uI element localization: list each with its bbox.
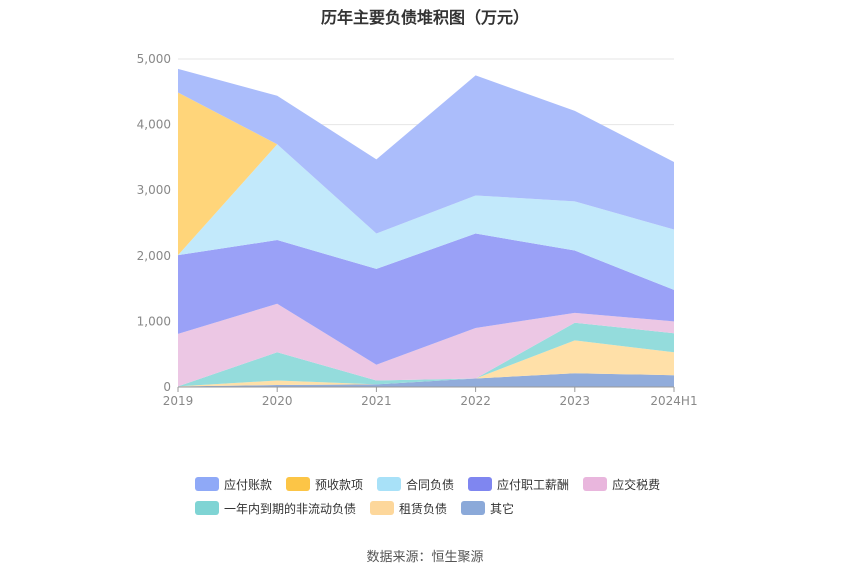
legend-item[interactable]: 应付账款	[195, 476, 272, 493]
legend-item[interactable]: 应付职工薪酬	[468, 476, 569, 493]
legend-label: 合同负债	[406, 477, 455, 492]
x-tick-label: 2023	[560, 394, 591, 408]
area-其它	[178, 373, 674, 387]
legend-item[interactable]: 应交税费	[583, 476, 660, 493]
stacked-area-chart: 0 1,000 2,000 3,000 4,000 5,000 2019 2020 2021 20…	[137, 52, 698, 408]
legend-label: 预收款项	[315, 477, 364, 492]
legend: 应付账款 预收款项 合同负债 应付职工薪酬 应交税费 一年内到期的非流动负债 租赁负债 其它	[195, 472, 675, 520]
area-应交税费	[178, 303, 674, 387]
legend-swatch	[377, 477, 402, 491]
y-tick-label: 0	[163, 380, 171, 394]
chart-title: 历年主要负债堆积图（万元）	[320, 8, 529, 27]
legend-swatch	[461, 501, 486, 515]
legend-item[interactable]: 其它	[461, 500, 514, 517]
legend-label: 一年内到期的非流动负债	[224, 501, 357, 516]
legend-label: 应付职工薪酬	[497, 477, 570, 492]
legend-item[interactable]: 租赁负债	[370, 500, 447, 517]
legend-row: 应付账款 预收款项 合同负债 应付职工薪酬 应交税费	[195, 472, 675, 496]
area-租赁负债	[178, 340, 674, 387]
legend-row: 一年内到期的非流动负债 租赁负债 其它	[195, 496, 675, 520]
x-tick-label: 2022	[460, 394, 491, 408]
area-应付账款	[178, 68, 674, 234]
x-tick-label: 2021	[361, 394, 392, 408]
y-tick-label: 5,000	[137, 52, 171, 66]
legend-swatch	[286, 477, 311, 491]
y-tick-label: 1,000	[137, 314, 171, 328]
area-series	[178, 68, 674, 387]
legend-swatch	[583, 477, 608, 491]
y-tick-label: 2,000	[137, 249, 171, 263]
y-tick-label: 3,000	[137, 183, 171, 197]
legend-item[interactable]: 合同负债	[377, 476, 454, 493]
legend-swatch	[195, 501, 219, 515]
legend-label: 其它	[490, 501, 515, 516]
area-合同负债	[178, 144, 674, 290]
legend-swatch	[370, 501, 395, 515]
legend-label: 应付账款	[224, 477, 273, 492]
area-一年内到期的非流动负债	[178, 322, 674, 387]
legend-swatch	[468, 477, 493, 491]
data-source: 数据来源：恒生聚源	[366, 550, 484, 565]
legend-label: 租赁负债	[399, 501, 448, 516]
x-tick-label: 2024H1	[650, 394, 697, 408]
legend-label: 应交税费	[612, 477, 661, 492]
legend-swatch	[195, 477, 219, 491]
area-应付职工薪酬	[178, 233, 674, 365]
x-tick-label: 2019	[163, 394, 194, 408]
x-tick-label: 2020	[262, 394, 293, 408]
axes: 0 1,000 2,000 3,000 4,000 5,000 2019 2020 2021 20…	[137, 52, 698, 408]
legend-item[interactable]: 一年内到期的非流动负债	[195, 500, 356, 517]
legend-item[interactable]: 预收款项	[286, 476, 363, 493]
y-tick-label: 4,000	[137, 118, 171, 132]
